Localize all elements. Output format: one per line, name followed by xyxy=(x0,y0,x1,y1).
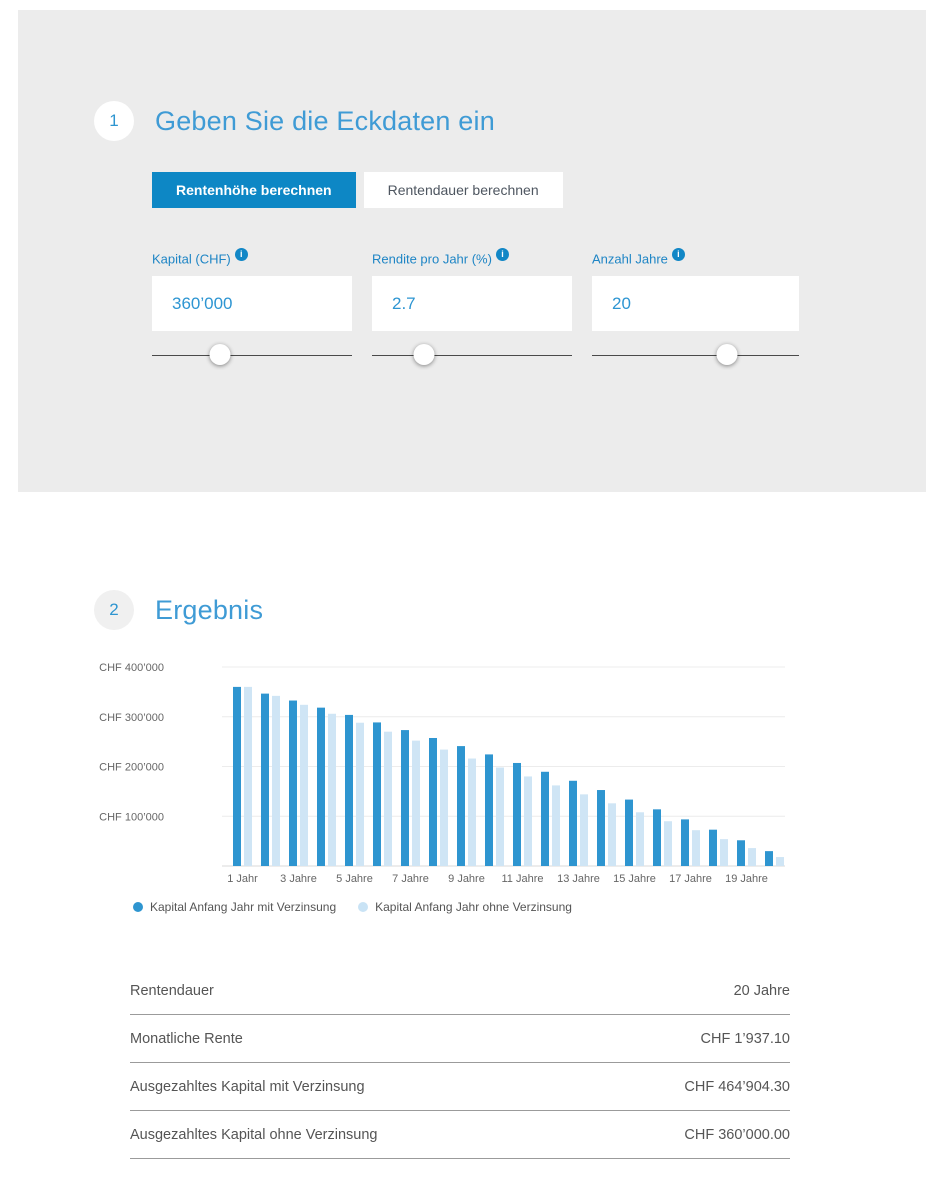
kapital-label-row: Kapital (CHF) i xyxy=(152,248,352,268)
svg-text:CHF 200’000: CHF 200’000 xyxy=(99,762,164,774)
svg-text:15 Jahre: 15 Jahre xyxy=(613,873,656,885)
rendite-label: Rendite pro Jahr (%) xyxy=(372,251,492,267)
legend-label-mit-verzinsung: Kapital Anfang Jahr mit Verzinsung xyxy=(150,900,337,914)
svg-text:11 Jahre: 11 Jahre xyxy=(502,873,544,885)
result-value: 20 Jahre xyxy=(733,982,790,999)
kapital-info-icon[interactable]: i xyxy=(234,248,248,261)
pension-calculator-page: 1 Geben Sie die Eckdaten ein Rentenhöhe … xyxy=(0,10,942,1159)
result-row-kapital-mit-verzinsung: Ausgezahltes Kapital mit Verzinsung CHF … xyxy=(130,1063,790,1111)
svg-text:9 Jahre: 9 Jahre xyxy=(448,873,485,885)
result-value: CHF 1’937.10 xyxy=(700,1030,790,1047)
slider-track xyxy=(152,355,352,356)
rendite-slider[interactable] xyxy=(372,344,572,366)
step-2-badge: 2 xyxy=(94,590,134,630)
input-fields-row: Kapital (CHF)i Rendite pro Jahr (%)i xyxy=(152,248,926,366)
rendite-info-icon[interactable]: i xyxy=(495,248,509,261)
anzahl-jahre-label: Anzahl Jahre xyxy=(592,251,668,267)
capital-chart: CHF 100’000 CHF 200’000 CHF 300’000 CHF 400… xyxy=(90,653,942,898)
rendite-input[interactable] xyxy=(372,276,572,331)
svg-text:13 Jahre: 13 Jahre xyxy=(557,873,600,885)
section2-title: Ergebnis xyxy=(155,594,264,625)
tab-rentenhoehe-berechnen[interactable]: Rentenhöhe berechnen xyxy=(152,172,356,208)
field-anzahl-jahre: Anzahl Jahre i xyxy=(592,248,799,366)
results-table: Rentendauer 20 Jahre Monatliche Rente CH… xyxy=(130,967,790,1159)
svg-text:7 Jahre: 7 Jahre xyxy=(392,873,429,885)
legend-dot-dark-icon xyxy=(133,902,143,912)
result-row-rentendauer: Rentendauer 20 Jahre xyxy=(130,967,790,1015)
result-value: CHF 464’904.30 xyxy=(684,1078,790,1095)
svg-text:1 Jahr: 1 Jahr xyxy=(227,873,258,885)
anzahl-jahre-slider[interactable] xyxy=(592,344,799,366)
kapital-input[interactable] xyxy=(152,276,352,331)
capital-bar-chart-svg: CHF 100’000 CHF 200’000 CHF 300’000 CHF 400… xyxy=(99,662,785,885)
svg-text:CHF 400’000: CHF 400’000 xyxy=(99,662,164,674)
result-value: CHF 360’000.00 xyxy=(684,1126,790,1143)
section1-title: Geben Sie die Eckdaten ein xyxy=(155,105,495,136)
step-1-badge: 1 xyxy=(94,101,134,141)
tab-rentendauer-berechnen[interactable]: Rentendauer berechnen xyxy=(363,172,563,208)
result-label: Monatliche Rente xyxy=(130,1030,243,1047)
svg-text:CHF 300’000: CHF 300’000 xyxy=(99,712,164,724)
legend-dot-light-icon xyxy=(358,902,369,912)
slider-track xyxy=(372,355,572,356)
legend-label-ohne-verzinsung: Kapital Anfang Jahr ohne Verzinsung xyxy=(375,900,572,914)
result-label: Ausgezahltes Kapital ohne Verzinsung xyxy=(130,1126,378,1143)
result-label: Ausgezahltes Kapital mit Verzinsung xyxy=(130,1078,365,1095)
result-row-kapital-ohne-verzinsung: Ausgezahltes Kapital ohne Verzinsung CHF… xyxy=(130,1111,790,1159)
svg-text:17 Jahre: 17 Jahre xyxy=(669,873,712,885)
section2-header: 2 Ergebnis xyxy=(94,590,942,630)
svg-text:19 Jahre: 19 Jahre xyxy=(725,873,768,885)
kapital-slider-thumb[interactable] xyxy=(209,344,231,365)
field-kapital: Kapital (CHF) i xyxy=(152,248,352,366)
kapital-slider[interactable] xyxy=(152,344,352,366)
anzahl-jahre-label-row: Anzahl Jahre i xyxy=(592,248,799,268)
svg-text:5 Jahre: 5 Jahre xyxy=(336,873,373,885)
section1-header: 1 Geben Sie die Eckdaten ein xyxy=(18,10,926,141)
chart-legend: Kapital Anfang Jahr mit Verzinsung Kapit… xyxy=(133,900,942,914)
legend-item-mit-verzinsung: Kapital Anfang Jahr mit Verzinsung xyxy=(133,900,336,914)
svg-text:3 Jahre: 3 Jahre xyxy=(280,873,317,885)
kapital-label: Kapital (CHF) xyxy=(152,251,231,267)
result-row-monatliche-rente: Monatliche Rente CHF 1’937.10 xyxy=(130,1015,790,1063)
rendite-slider-thumb[interactable] xyxy=(413,344,435,365)
mode-tab-bar: Rentenhöhe berechnen Rentendauer berechn… xyxy=(152,172,926,208)
input-panel: 1 Geben Sie die Eckdaten ein Rentenhöhe … xyxy=(18,10,926,492)
rendite-label-row: Rendite pro Jahr (%) i xyxy=(372,248,572,268)
svg-text:CHF 100’000: CHF 100’000 xyxy=(99,811,164,823)
anzahl-jahre-input[interactable] xyxy=(592,276,799,331)
anzahl-jahre-info-icon[interactable]: i xyxy=(671,248,685,261)
result-label: Rentendauer xyxy=(130,982,214,999)
legend-item-ohne-verzinsung: Kapital Anfang Jahr ohne Verzinsung xyxy=(358,900,572,914)
slider-track xyxy=(592,355,799,356)
field-rendite: Rendite pro Jahr (%) i xyxy=(372,248,572,366)
anzahl-jahre-slider-thumb[interactable] xyxy=(716,344,738,365)
